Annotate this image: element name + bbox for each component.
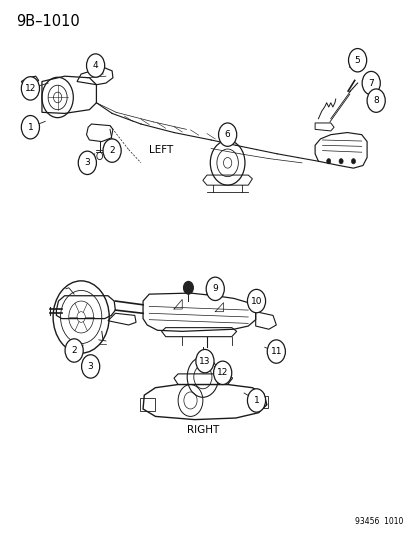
Text: RIGHT: RIGHT (186, 425, 218, 435)
Text: 13: 13 (199, 357, 210, 366)
Circle shape (247, 289, 265, 313)
Text: LEFT: LEFT (149, 144, 173, 155)
Circle shape (218, 123, 236, 147)
Circle shape (326, 159, 330, 164)
Text: 12: 12 (216, 368, 228, 377)
Text: 9: 9 (212, 284, 218, 293)
Circle shape (351, 159, 355, 164)
Text: 9B–1010: 9B–1010 (17, 14, 80, 29)
Text: 5: 5 (354, 56, 360, 64)
Text: 6: 6 (224, 130, 230, 139)
Circle shape (213, 361, 231, 384)
Circle shape (206, 277, 224, 301)
Circle shape (86, 54, 104, 77)
Circle shape (65, 339, 83, 362)
Text: 12: 12 (25, 84, 36, 93)
Circle shape (366, 89, 385, 112)
Text: 11: 11 (270, 347, 281, 356)
Circle shape (195, 350, 214, 373)
Circle shape (247, 389, 265, 412)
Circle shape (338, 159, 342, 164)
Text: 8: 8 (373, 96, 378, 105)
Circle shape (78, 151, 96, 174)
Circle shape (81, 355, 100, 378)
Text: 93456  1010: 93456 1010 (354, 517, 402, 526)
Circle shape (21, 77, 39, 100)
Text: 1: 1 (27, 123, 33, 132)
Circle shape (267, 340, 285, 364)
Circle shape (183, 281, 193, 294)
Text: 10: 10 (250, 296, 261, 305)
Text: 7: 7 (368, 78, 373, 87)
Text: 2: 2 (71, 346, 77, 355)
Text: 2: 2 (109, 146, 115, 155)
Circle shape (21, 116, 39, 139)
Circle shape (348, 49, 366, 72)
Text: 4: 4 (93, 61, 98, 70)
Circle shape (361, 71, 380, 95)
Text: 1: 1 (253, 396, 259, 405)
Text: 3: 3 (84, 158, 90, 167)
Circle shape (103, 139, 121, 163)
Text: 3: 3 (88, 362, 93, 371)
